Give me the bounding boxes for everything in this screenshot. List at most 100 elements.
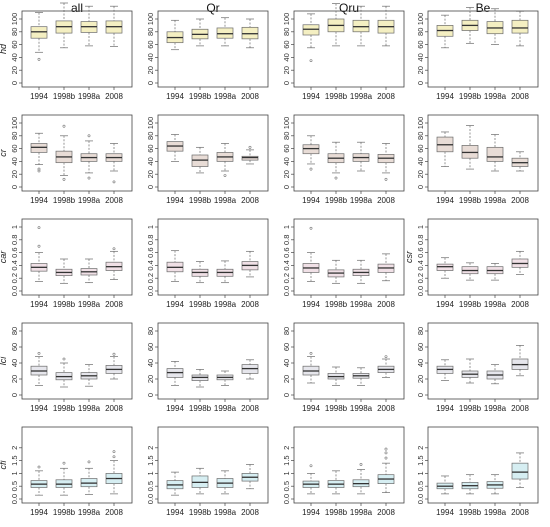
x-tick-label: 1998a — [214, 508, 237, 517]
y-tick-label: 80 — [146, 327, 155, 335]
outlier-point — [223, 174, 227, 177]
x-tick-label: 2008 — [241, 404, 259, 413]
y-axis-label: car — [0, 250, 8, 264]
panel-car-qru: 0.0 0.2 0.4 0.6 0.8 1 1994 1998b 1998a 2008 — [282, 218, 405, 309]
outlier-point — [112, 455, 116, 459]
y-tick-label: 60 — [282, 343, 291, 351]
box-2008 — [241, 359, 259, 380]
y-tick-label: 60 — [10, 343, 19, 351]
outlier-point — [384, 451, 388, 455]
y-tick-label: 0 — [10, 81, 19, 85]
box-1998b — [191, 18, 209, 47]
x-tick-label: 1994 — [436, 508, 454, 517]
box-1998a — [352, 367, 370, 386]
box-1998a — [216, 260, 234, 284]
box-1998b — [461, 125, 479, 170]
box-1998a — [216, 143, 234, 177]
x-tick-label: 2008 — [105, 508, 123, 517]
outlier-point — [37, 465, 41, 469]
box-2008 — [105, 450, 123, 495]
y-tick-label: 0.6 — [10, 247, 19, 257]
box-2008 — [511, 452, 529, 488]
y-tick-label: 0 — [10, 185, 19, 189]
y-axis-label: cr — [0, 148, 8, 157]
panel-cr-all: 0 20 40 60 80 100 cr 1994 1998b 1998a 2008 — [0, 114, 133, 205]
y-tick-label: 60 — [146, 343, 155, 351]
y-tick-label: 40 — [416, 157, 425, 165]
outlier-point — [62, 461, 66, 465]
x-tick-label: 2008 — [377, 404, 395, 413]
box-1994 — [166, 471, 184, 496]
y-tick-label: 1 — [10, 471, 19, 475]
box-2008 — [105, 143, 123, 184]
outlier-point — [309, 226, 313, 230]
outlier-point — [309, 59, 313, 63]
box-2008 — [241, 464, 259, 490]
box-2008 — [377, 143, 395, 181]
box-1994 — [166, 250, 184, 282]
box-1998a — [352, 141, 370, 172]
y-tick-label: 40 — [416, 359, 425, 367]
x-tick-label: 1998b — [53, 92, 76, 101]
y-tick-label: 2 — [10, 446, 19, 450]
y-tick-label: 1 — [282, 471, 291, 475]
outlier-point — [87, 460, 91, 464]
plot-frame — [157, 114, 269, 192]
x-tick-label: 1998b — [325, 92, 348, 101]
box-2008 — [511, 10, 529, 47]
x-tick-label: 1994 — [30, 404, 48, 413]
x-tick-label: 1998b — [53, 404, 76, 413]
plot-frame — [157, 10, 269, 88]
y-tick-label: 40 — [282, 53, 291, 61]
y-tick-label: 100 — [146, 13, 155, 26]
box-iqr — [511, 19, 529, 34]
x-tick-label: 1994 — [436, 300, 454, 309]
box-2008 — [105, 247, 123, 280]
plot-frame — [21, 10, 133, 88]
outlier-point — [37, 226, 41, 230]
y-tick-label: 100 — [416, 13, 425, 26]
x-tick-label: 1998b — [325, 196, 348, 205]
y-tick-label: 0.4 — [282, 260, 291, 270]
y-tick-label: 0 — [146, 81, 155, 85]
outlier-point — [87, 176, 91, 180]
plot-frame — [21, 218, 133, 296]
x-tick-label: 1994 — [166, 404, 184, 413]
x-tick-label: 1994 — [166, 196, 184, 205]
y-tick-label: 0 — [282, 393, 291, 397]
y-tick-label: 40 — [282, 359, 291, 367]
y-tick-label: 0.8 — [282, 235, 291, 245]
x-tick-label: 1998a — [484, 196, 507, 205]
box-1998b — [327, 470, 345, 495]
x-tick-label: 1994 — [302, 300, 320, 309]
box-1998a — [80, 258, 98, 284]
plot-frame — [21, 322, 133, 400]
y-tick-label: 1 — [10, 225, 19, 229]
y-tick-label: 80 — [282, 327, 291, 335]
panel-car-qr: 0.0 0.2 0.4 0.6 0.8 1 1994 1998b 1998a 2008 — [146, 218, 269, 309]
y-tick-label: 0 — [282, 185, 291, 189]
y-tick-label: 60 — [146, 144, 155, 152]
x-tick-label: 1998b — [325, 404, 348, 413]
x-tick-label: 1994 — [302, 196, 320, 205]
y-tick-label: 40 — [10, 157, 19, 165]
y-tick-label: 2 — [282, 446, 291, 450]
box-1998b — [461, 358, 479, 384]
x-tick-label: 1998a — [350, 196, 373, 205]
plot-frame — [427, 114, 539, 192]
plot-frame — [157, 322, 269, 400]
outlier-point — [384, 355, 388, 359]
panel-hd-be: 0 20 40 60 80 100 1994 1998b 1998a 2008 — [416, 7, 539, 101]
box-1998b — [55, 357, 73, 388]
y-tick-label: 20 — [416, 375, 425, 383]
box-1994 — [166, 361, 184, 386]
x-tick-label: 2008 — [105, 404, 123, 413]
y-tick-label: 0.4 — [146, 260, 155, 270]
box-1998b — [55, 2, 73, 49]
box-1998a — [352, 5, 370, 47]
box-1998b — [461, 262, 479, 281]
box-2008 — [241, 18, 259, 49]
y-tick-label: 100 — [416, 117, 425, 130]
x-tick-label: 1998b — [325, 508, 348, 517]
